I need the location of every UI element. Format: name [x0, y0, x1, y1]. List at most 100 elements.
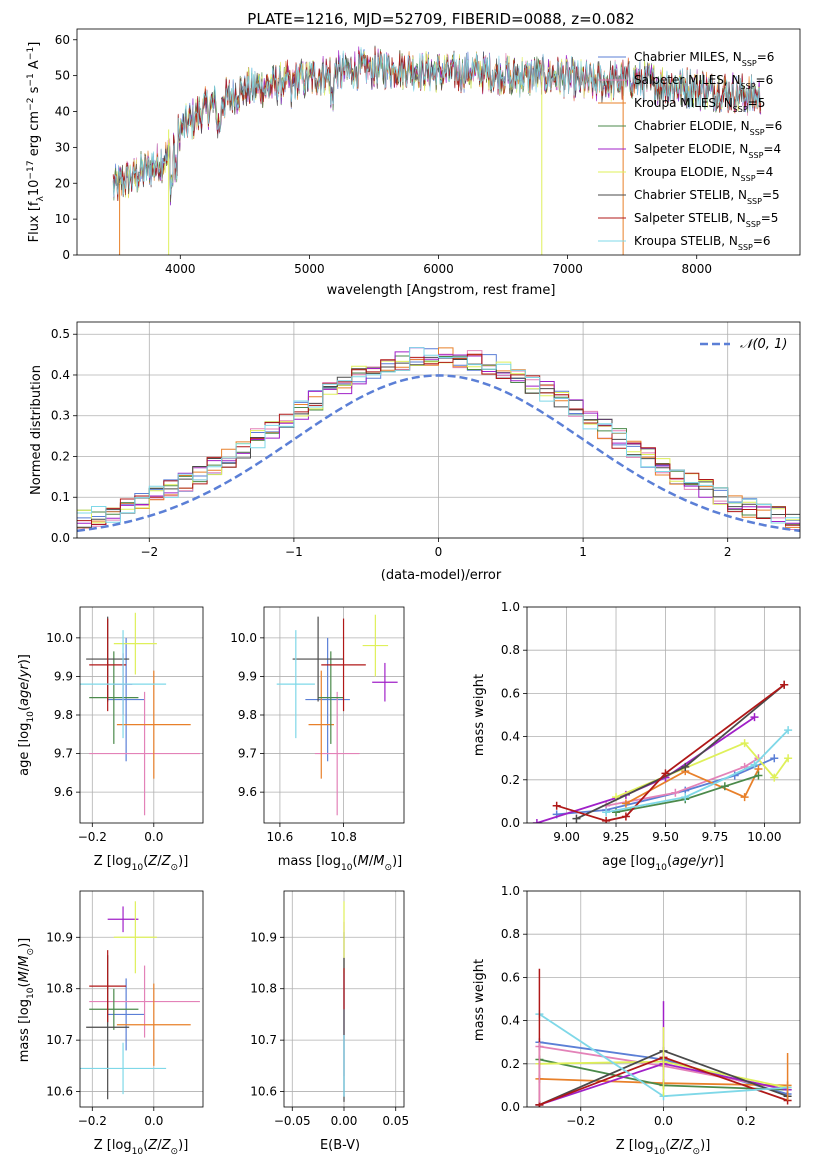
y-tick-label: 0.8	[501, 927, 520, 941]
y-tick-label: 0.3	[51, 409, 70, 423]
x-tick-label: 0.00	[331, 1114, 358, 1128]
x-tick-label: 10.00	[747, 830, 781, 844]
x-tick-label: 0.0	[144, 1114, 163, 1128]
legend-name: Salpeter STELIB	[634, 211, 729, 225]
x-tick-label: 0.05	[382, 1114, 409, 1128]
label-part: erg cm	[27, 111, 42, 160]
gaussian-curve	[77, 374, 800, 533]
x-tick-label: 9.75	[702, 830, 729, 844]
legend-name: Salpeter MILES	[634, 73, 724, 87]
label-part: M	[358, 854, 369, 869]
legend-name: Kroupa MILES	[634, 96, 716, 110]
y-tick-label: 0.4	[501, 730, 520, 744]
y-tick-label: 0.2	[501, 773, 520, 787]
x-tick-label: 9.25	[603, 830, 630, 844]
plot-area	[532, 680, 793, 823]
y-tick-label: 10.9	[46, 930, 73, 944]
legend-subscript: SSP	[733, 105, 748, 114]
label-part: ⊙	[171, 1147, 179, 1157]
legend-entry-4: Salpeter ELODIE, NSSP=4	[634, 142, 781, 160]
weight-marker-7	[661, 769, 670, 778]
y-tick-label: 9.7	[54, 747, 73, 761]
label-part: s	[27, 86, 42, 97]
weight-marker-5	[740, 739, 749, 748]
label-part: 10	[132, 1147, 144, 1157]
label-part: yr	[17, 663, 32, 679]
label-part: Z	[147, 854, 158, 869]
x-tick-label: 9.00	[553, 830, 580, 844]
y-tick-label: 30	[55, 140, 70, 154]
label-part: (	[17, 706, 32, 711]
label-part: A	[27, 60, 42, 73]
weight-marker-7	[621, 812, 630, 821]
plot-area	[80, 901, 200, 1100]
legend-entry-5: Kroupa ELODIE, NSSP=4	[634, 165, 773, 183]
label-part: /	[679, 1138, 684, 1153]
legend-nssp: =6	[757, 50, 775, 64]
y-tick-label: 0.2	[501, 1057, 520, 1071]
label-part: 10	[341, 863, 353, 873]
legend-entry-7: Salpeter STELIB, NSSP=5	[634, 211, 778, 229]
y-tick-label: 0.5	[51, 327, 70, 341]
y-tick-label: 9.9	[238, 669, 257, 683]
y-tick-label: 0.2	[51, 449, 70, 463]
axes-frame	[263, 606, 405, 824]
mass-vs-ebv-axes: −0.05 0.00 0.05 10.6 10.7 10.8 10.9	[250, 890, 409, 1128]
label-part: /	[369, 854, 374, 869]
label-part: Z [log	[616, 1138, 654, 1153]
axes-frame	[283, 890, 405, 1108]
mass-vs-Z-axes: −0.2 0.0 10.6 10.7 10.8 10.9	[46, 890, 204, 1128]
legend-nssp-label: , N	[721, 234, 738, 248]
x-axis-label: Z [log10(Z/Z⊙)]	[616, 1138, 711, 1157]
label-part: 10	[26, 987, 36, 999]
legend-gaussian: 𝒩(0, 1)	[740, 337, 787, 352]
label-part: mass [log	[17, 999, 32, 1062]
legend-name: Chabrier MILES	[634, 50, 725, 64]
label-part: (	[665, 1138, 670, 1153]
y-tick-label: 0.0	[51, 531, 70, 545]
label-part: (	[17, 982, 32, 987]
legend-nssp: =6	[753, 234, 771, 248]
legend-subscript: SSP	[741, 174, 756, 183]
legend-nssp: =4	[763, 142, 781, 156]
residual-axes: −2 −1 0 1 2 0.0 0.1 0.2 0.3 0.4 0.5 𝒩(0, 1)	[51, 321, 801, 559]
y-tick-label: 10.7	[250, 1033, 277, 1047]
label-part: −1	[26, 47, 36, 60]
x-tick-label: −0.2	[78, 830, 107, 844]
label-part: 10	[27, 180, 42, 197]
y-tick-label: 0.6	[501, 686, 520, 700]
label-part: 10	[132, 863, 144, 873]
y-tick-label: 40	[55, 105, 70, 119]
y-axis-label: mass [log10(M/M⊙)]	[17, 938, 36, 1062]
x-tick-label: −2	[140, 545, 158, 559]
label-part: mass [log	[278, 854, 341, 869]
x-tick-label: 5000	[294, 262, 325, 276]
label-part: Z	[161, 854, 172, 869]
y-tick-label: 9.8	[54, 708, 73, 722]
axes-frame	[79, 890, 204, 1108]
x-tick-label: 0.0	[144, 830, 163, 844]
label-part: (	[667, 854, 672, 869]
y-tick-label: 10.6	[250, 1085, 277, 1099]
y-tick-label: 1.0	[501, 600, 520, 614]
weight-marker-6	[681, 762, 690, 771]
legend-name: Kroupa STELIB	[634, 234, 721, 248]
label-part: ⊙	[26, 948, 36, 956]
axes-frame	[76, 321, 801, 539]
y-tick-label: 0.6	[501, 970, 520, 984]
x-tick-label: 0.0	[654, 1114, 673, 1128]
label-part: Z [log	[94, 854, 132, 869]
x-tick-label: 9.50	[652, 830, 679, 844]
legend-nssp-label: , N	[733, 119, 750, 133]
legend-nssp-label: , N	[725, 50, 742, 64]
weight-marker-8	[750, 760, 759, 769]
x-axis-label: age [log10(age/yr)]	[602, 854, 724, 873]
legend-subscript: SSP	[747, 197, 762, 206]
legend-nssp-label: , N	[724, 73, 741, 87]
label-part: )]	[17, 938, 32, 948]
label-part: age [log	[17, 723, 32, 776]
y-tick-label: 0.1	[51, 490, 70, 504]
weight-marker-7	[780, 680, 789, 689]
weight-marker-3	[720, 782, 729, 791]
plot-area	[112, 45, 762, 255]
